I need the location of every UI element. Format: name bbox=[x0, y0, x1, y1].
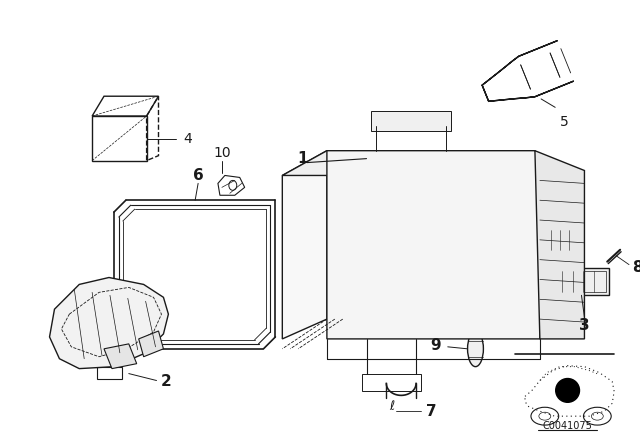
Polygon shape bbox=[327, 151, 550, 339]
Polygon shape bbox=[482, 41, 574, 101]
Text: 6: 6 bbox=[193, 168, 204, 183]
Text: 4: 4 bbox=[183, 132, 191, 146]
Ellipse shape bbox=[436, 212, 495, 288]
Polygon shape bbox=[535, 151, 584, 339]
Text: C0041075: C0041075 bbox=[543, 421, 593, 431]
Bar bbox=[362, 374, 421, 392]
Polygon shape bbox=[49, 277, 168, 369]
Bar bbox=[426, 185, 505, 284]
Bar bbox=[332, 185, 411, 284]
Ellipse shape bbox=[468, 331, 483, 366]
Bar bbox=[557, 271, 606, 293]
Text: 9: 9 bbox=[431, 338, 441, 353]
Polygon shape bbox=[282, 151, 535, 176]
Text: 8: 8 bbox=[632, 260, 640, 275]
Bar bbox=[555, 267, 609, 295]
Bar bbox=[371, 111, 451, 131]
Circle shape bbox=[556, 379, 579, 402]
Text: 5: 5 bbox=[560, 116, 568, 129]
Text: $\ell$: $\ell$ bbox=[389, 399, 396, 413]
Text: 3: 3 bbox=[579, 318, 590, 332]
Text: 1: 1 bbox=[297, 151, 307, 166]
Polygon shape bbox=[139, 331, 163, 357]
Polygon shape bbox=[104, 344, 137, 369]
Text: 2: 2 bbox=[161, 374, 172, 389]
Ellipse shape bbox=[337, 210, 406, 289]
Bar bbox=[548, 230, 577, 250]
Polygon shape bbox=[282, 151, 327, 339]
Bar bbox=[97, 366, 122, 379]
Text: 10: 10 bbox=[213, 146, 230, 159]
Text: 7: 7 bbox=[426, 404, 436, 419]
